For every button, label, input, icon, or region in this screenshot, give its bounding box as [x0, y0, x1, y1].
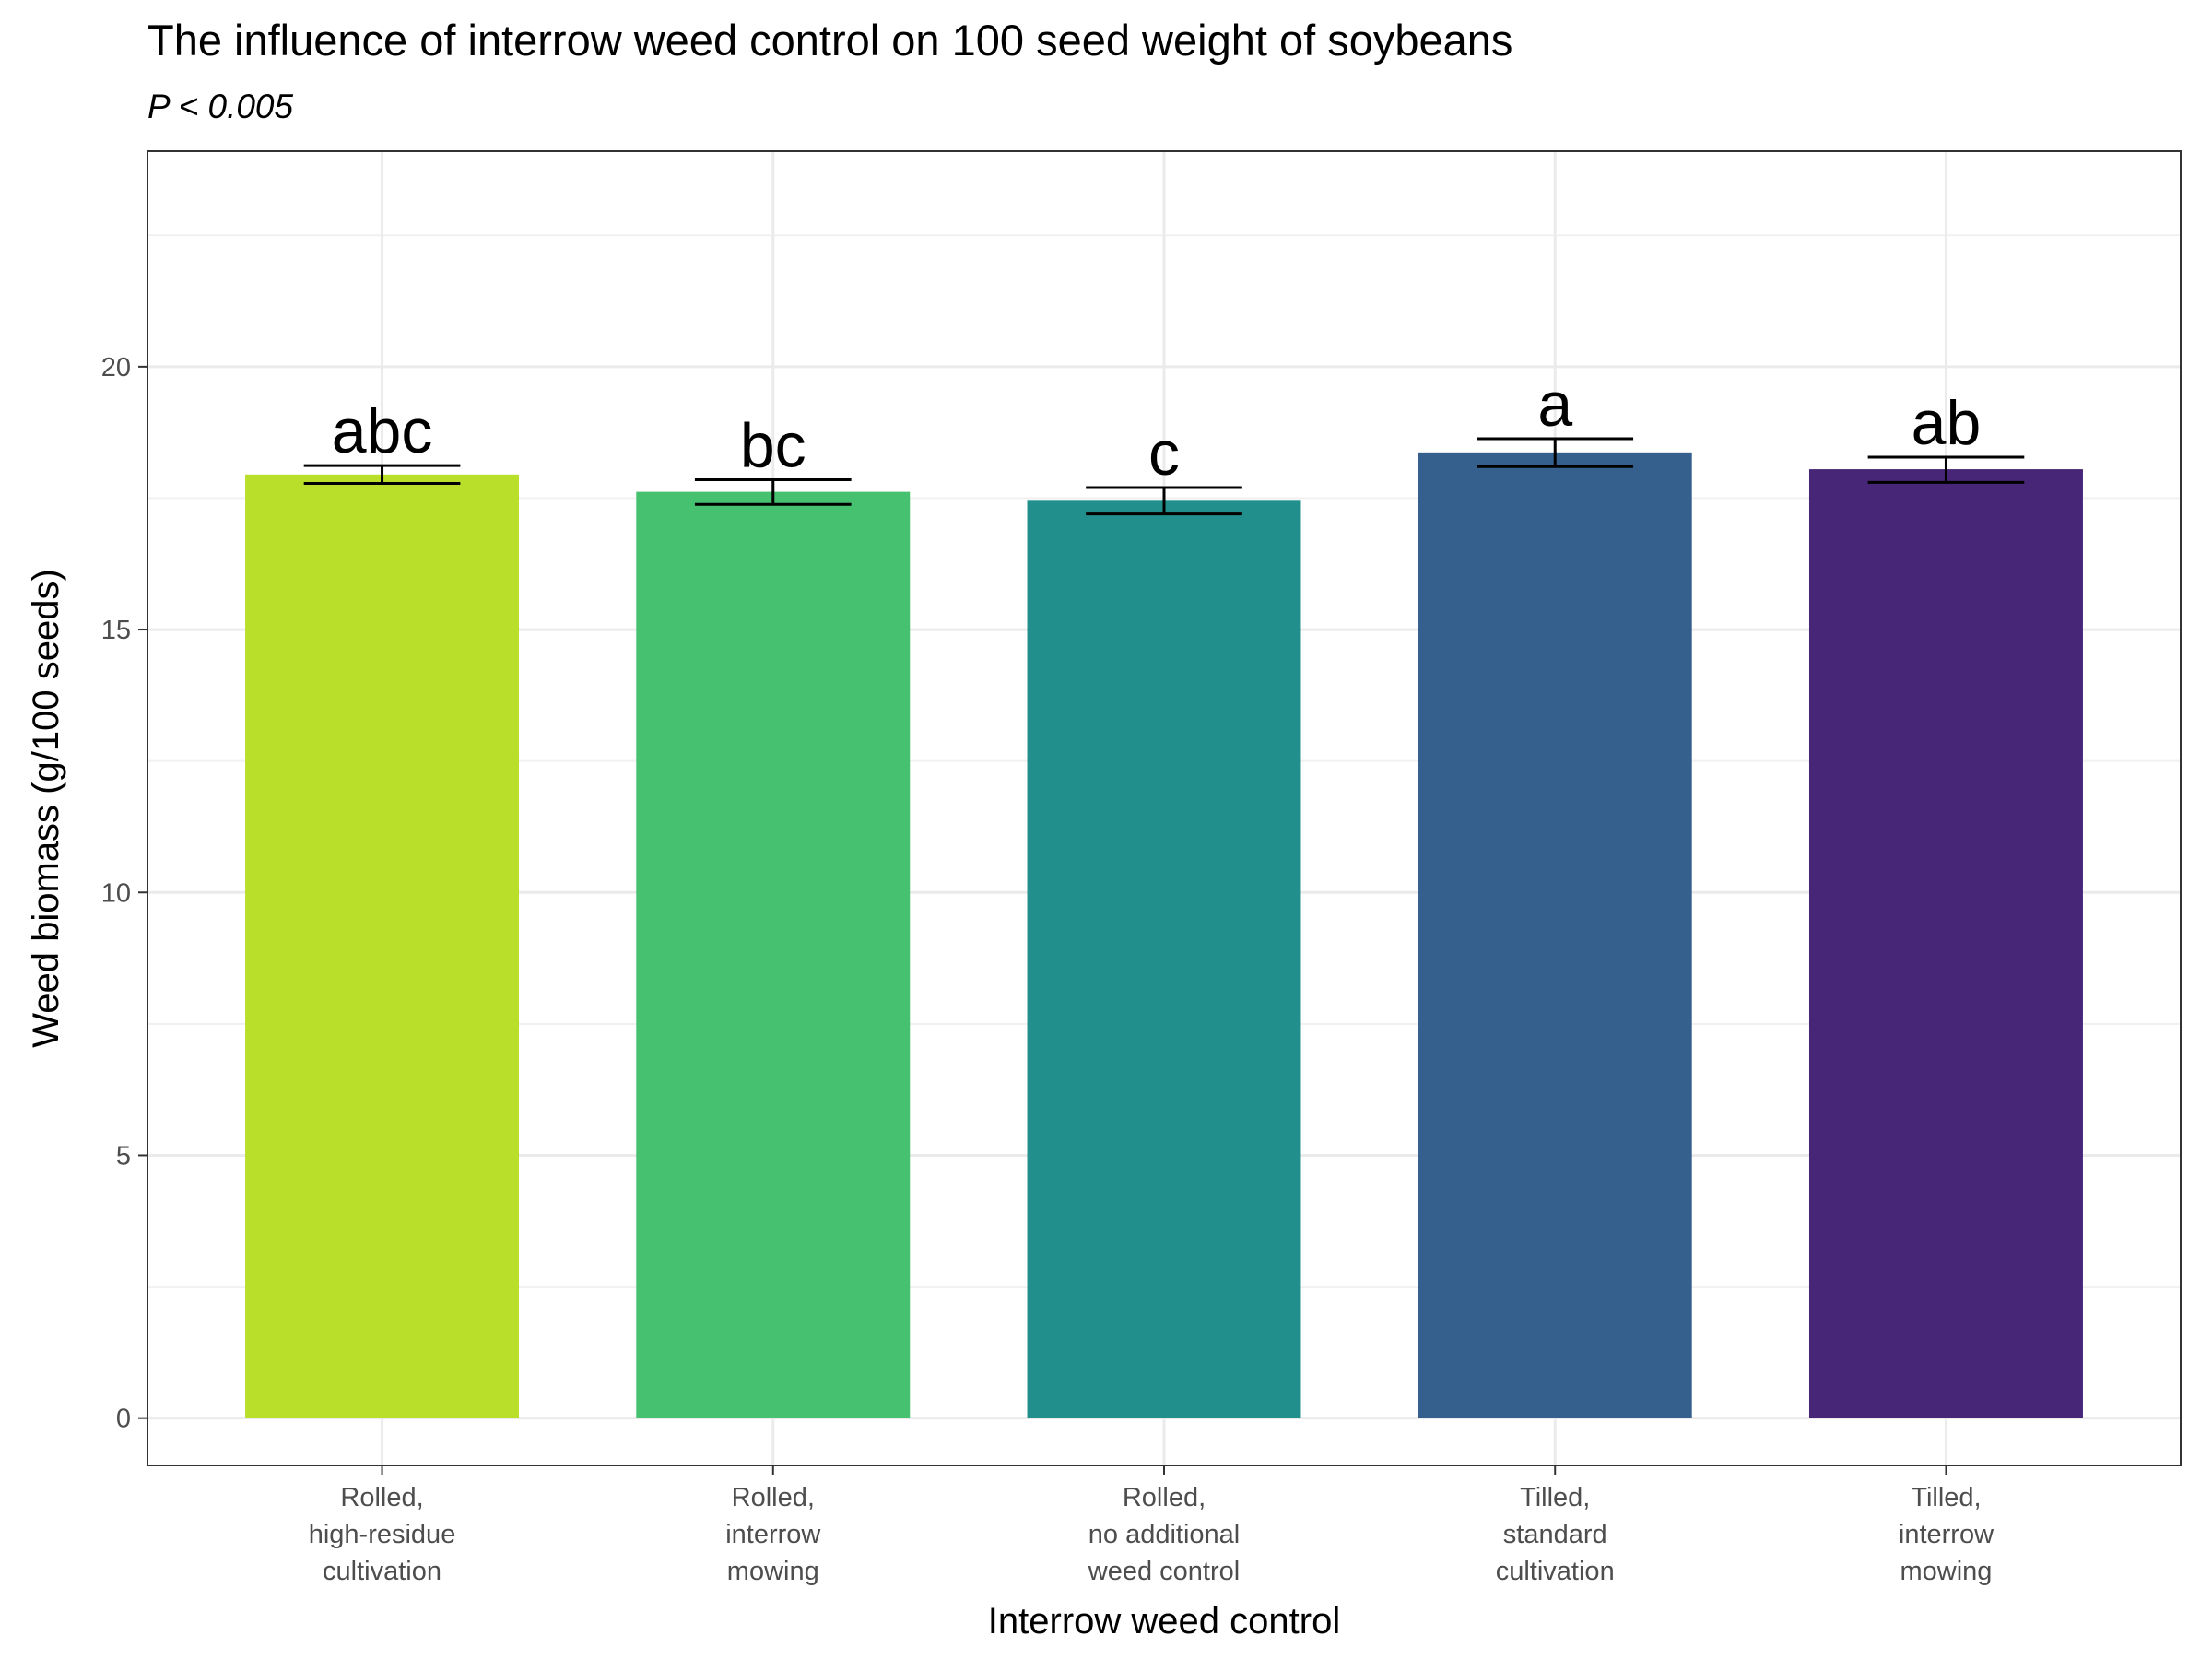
x-axis-title: Interrow weed control	[988, 1601, 1340, 1641]
chart-title: The influence of interrow weed control o…	[147, 16, 1512, 65]
bar	[1808, 469, 2083, 1418]
significance-label: bc	[740, 411, 806, 481]
significance-labels: abc bc c a ab	[332, 370, 1982, 488]
bar	[1418, 452, 1692, 1418]
y-tick-label: 20	[101, 353, 131, 382]
significance-label: c	[1148, 418, 1180, 488]
bars	[245, 452, 2083, 1418]
y-tick-label: 15	[101, 616, 131, 645]
bar	[245, 474, 520, 1418]
y-tick-label: 0	[116, 1405, 131, 1434]
error-bar	[1086, 486, 1242, 516]
error-bar	[1867, 455, 2025, 484]
x-tick-label: Rolled, interrow mowing	[725, 1483, 821, 1586]
x-tick-label: Rolled, high-residue cultivation	[309, 1483, 456, 1586]
y-axis-ticks: 0 5 10 15 20	[101, 353, 147, 1434]
bar	[636, 491, 911, 1418]
significance-label: abc	[332, 396, 433, 466]
x-axis-ticks: Rolled, high-residue cultivation Rolled, int…	[309, 1465, 1994, 1586]
error-bars	[303, 437, 2025, 516]
y-tick-label: 5	[116, 1141, 131, 1171]
bar	[1027, 500, 1301, 1418]
x-tick-label: Tilled, interrow mowing	[1899, 1483, 1994, 1586]
error-bar	[303, 464, 461, 485]
error-bar	[694, 478, 852, 506]
significance-label: a	[1537, 370, 1572, 440]
chart-subtitle: P < 0.005	[147, 88, 293, 125]
significance-label: ab	[1912, 388, 1982, 458]
y-axis-title: Weed biomass (g/100 seeds)	[26, 569, 66, 1048]
x-tick-label: Rolled, no additional weed control	[1088, 1483, 1240, 1586]
error-bar	[1477, 437, 1634, 468]
y-tick-label: 10	[101, 878, 131, 908]
x-tick-label: Tilled, standard cultivation	[1496, 1483, 1615, 1586]
